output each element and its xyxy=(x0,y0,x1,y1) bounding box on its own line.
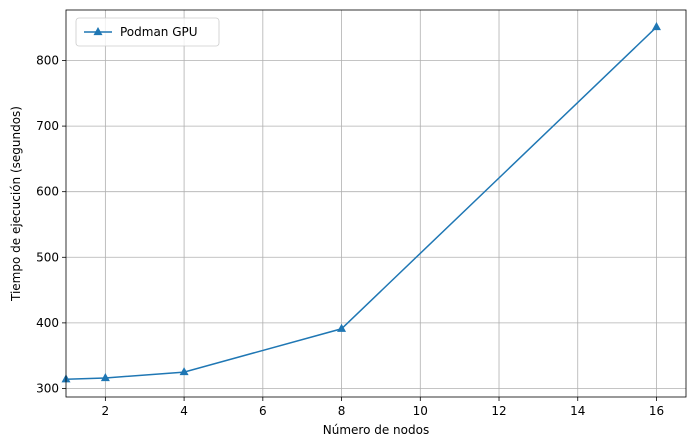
legend-marker xyxy=(93,27,103,36)
data-point xyxy=(100,372,110,382)
data-point xyxy=(179,367,189,376)
x-axis-label: Número de nodos xyxy=(323,423,429,437)
x-tick-label: 2 xyxy=(102,404,110,418)
y-tick-label: 700 xyxy=(36,119,59,133)
plot-frame xyxy=(65,9,687,398)
x-axis-ticks: 2 4 6 8 10 12 14 16 xyxy=(102,397,664,418)
legend: Podman GPU xyxy=(75,17,220,47)
data-point xyxy=(651,22,661,31)
y-tick-label: 600 xyxy=(36,185,59,199)
x-tick-label: 10 xyxy=(413,404,428,418)
y-tick-label: 300 xyxy=(36,381,59,395)
y-tick-label: 500 xyxy=(36,250,59,264)
x-tick-label: 14 xyxy=(570,404,585,418)
y-tick-label: 800 xyxy=(36,54,59,68)
y-tick-label: 400 xyxy=(36,316,59,330)
x-tick-label: 8 xyxy=(338,404,346,418)
legend-label: Podman GPU xyxy=(120,25,198,39)
grid xyxy=(66,10,686,397)
x-tick-label: 12 xyxy=(491,404,506,418)
y-axis-label: Tiempo de ejecución (segundos) xyxy=(9,106,23,302)
x-tick-label: 4 xyxy=(180,404,188,418)
y-axis-ticks: 300 400 500 600 700 800 xyxy=(36,54,66,395)
legend-box xyxy=(75,17,220,47)
data-point xyxy=(337,323,347,332)
x-tick-label: 16 xyxy=(649,404,664,418)
x-tick-label: 6 xyxy=(259,404,267,418)
